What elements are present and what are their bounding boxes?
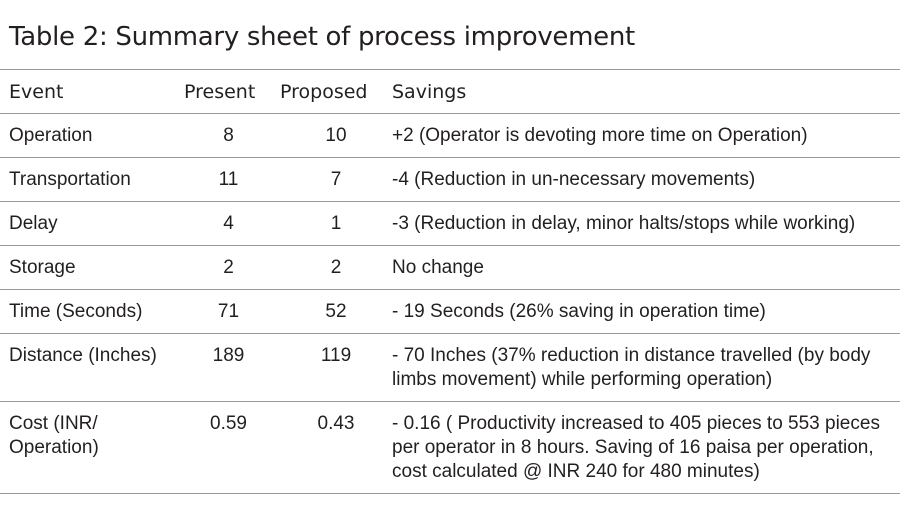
cell-proposed: 52	[325, 301, 347, 322]
cell-proposed: 2	[330, 257, 342, 278]
header-event: Event	[9, 80, 64, 103]
cell-savings: -3 (Reduction in delay, minor halts/stop…	[392, 213, 856, 234]
table-row: Distance (Inches) 189 119 - 70 Inches (3…	[0, 333, 900, 402]
cell-present: 11	[218, 169, 239, 190]
cell-event: Delay	[9, 213, 58, 234]
cell-present: 71	[217, 301, 240, 322]
header-savings: Savings	[392, 80, 467, 103]
cell-savings: - 19 Seconds (26% saving in operation ti…	[392, 301, 766, 322]
table-row: Operation 8 10 +2 (Operator is devoting …	[0, 113, 900, 158]
cell-event: Storage	[9, 257, 76, 278]
cell-event: Operation	[9, 125, 93, 146]
table-title: Table 2: Summary sheet of process improv…	[9, 22, 635, 52]
cell-event: Cost (INR/ Operation)	[9, 413, 99, 458]
table-row: Cost (INR/ Operation) 0.59 0.43 - 0.16 (…	[0, 401, 900, 494]
cell-event: Distance (Inches)	[9, 345, 157, 366]
cell-present: 0.59	[210, 413, 247, 434]
cell-event: Time (Seconds)	[9, 301, 143, 322]
cell-savings: No change	[392, 257, 484, 278]
table-row: Time (Seconds) 71 52 - 19 Seconds (26% s…	[0, 289, 900, 334]
header-proposed: Proposed	[280, 80, 368, 103]
cell-present: 4	[223, 213, 234, 234]
cell-proposed: 10	[325, 125, 347, 146]
cell-savings: -4 (Reduction in un-necessary movements)	[392, 169, 756, 190]
header-present: Present	[184, 80, 256, 103]
cell-proposed: 0.43	[317, 413, 355, 434]
table-row: Transportation 11 7 -4 (Reduction in un-…	[0, 157, 900, 202]
cell-present: 189	[212, 345, 245, 366]
table-header-row: Event Present Proposed Savings	[0, 69, 900, 114]
cell-present: 2	[223, 257, 234, 278]
cell-event: Transportation	[9, 169, 131, 190]
cell-proposed: 1	[330, 213, 342, 234]
table-row: Delay 4 1 -3 (Reduction in delay, minor …	[0, 201, 900, 246]
cell-savings: - 70 Inches (37% reduction in distance t…	[392, 345, 871, 390]
summary-table: Event Present Proposed Savings Operation…	[0, 69, 900, 494]
cell-proposed: 7	[330, 169, 342, 190]
cell-proposed: 119	[320, 345, 352, 366]
table-row: Storage 2 2 No change	[0, 245, 900, 290]
cell-savings: +2 (Operator is devoting more time on Op…	[392, 125, 808, 146]
cell-present: 8	[223, 125, 234, 146]
cell-savings: - 0.16 ( Productivity increased to 405 p…	[392, 413, 880, 482]
